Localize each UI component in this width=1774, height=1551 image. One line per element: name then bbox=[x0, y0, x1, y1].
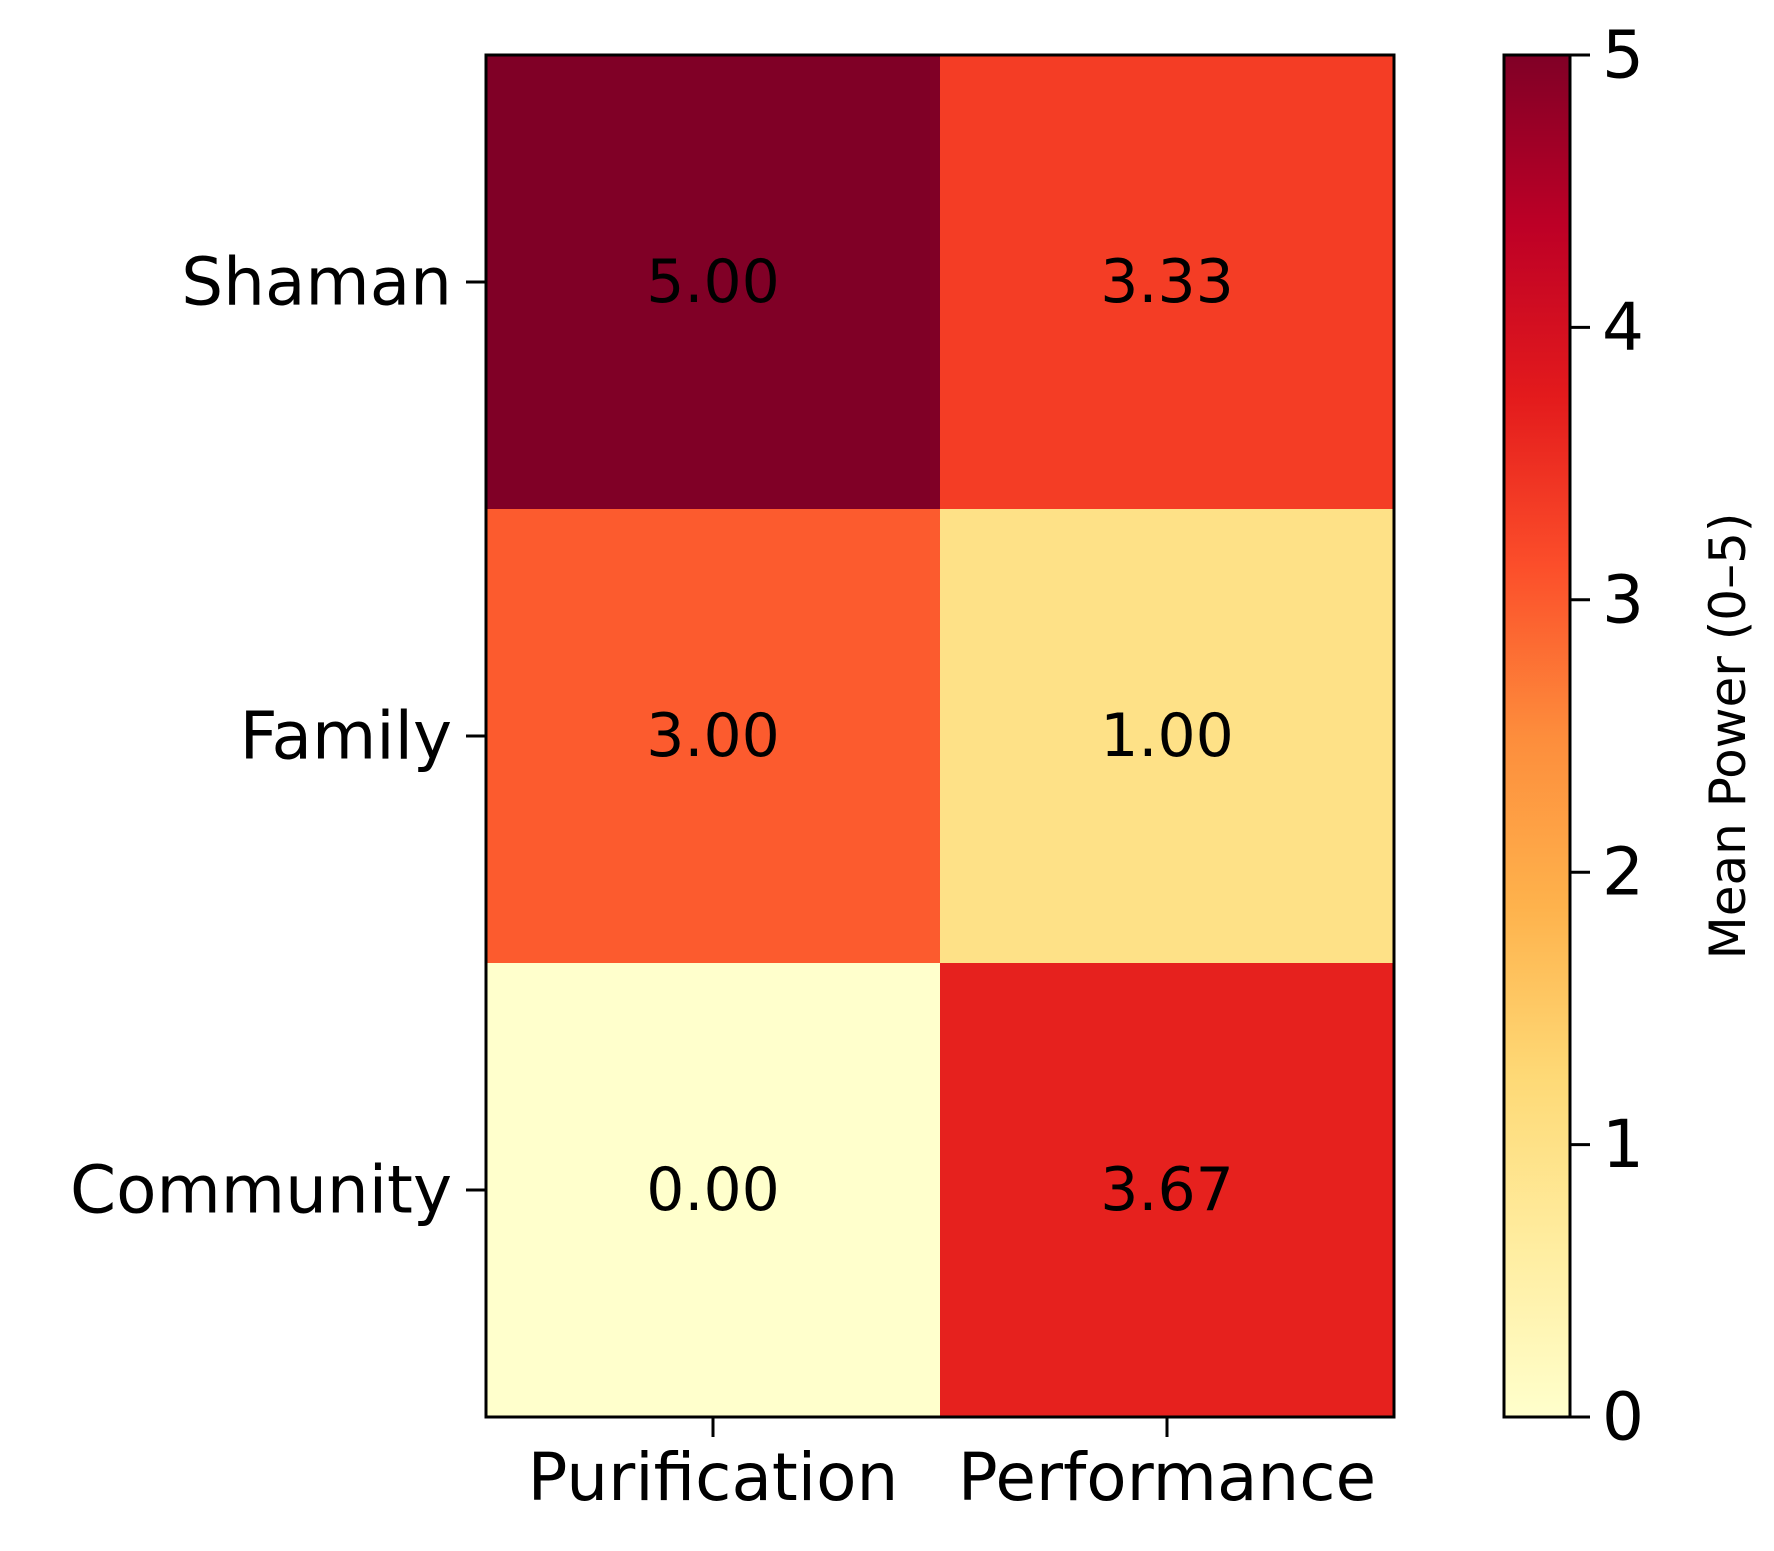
cell-value-label: 1.00 bbox=[1100, 701, 1234, 771]
colorbar-tick-label: 2 bbox=[1602, 834, 1644, 911]
heatmap-cell bbox=[940, 55, 1395, 510]
heatmap-cell bbox=[486, 55, 941, 510]
x-tick-label: Performance bbox=[958, 1439, 1376, 1516]
colorbar-tick-label: 3 bbox=[1602, 561, 1644, 638]
heatmap-cell bbox=[486, 963, 941, 1418]
cell-value-label: 0.00 bbox=[646, 1155, 780, 1225]
cell-value-label: 3.67 bbox=[1100, 1155, 1234, 1225]
colorbar-tick-label: 1 bbox=[1602, 1106, 1644, 1183]
heatmap-axes: Shaman Family Community Purification Perform… bbox=[70, 53, 1396, 1516]
colorbar-tick-label: 0 bbox=[1602, 1379, 1644, 1456]
y-tick-label: Family bbox=[240, 698, 452, 775]
heatmap-cell-labels: 5.00 3.33 3.00 1.00 0.00 3.67 bbox=[646, 247, 1234, 1225]
heatmap-cell bbox=[940, 963, 1395, 1418]
heatmap-cells bbox=[486, 55, 1395, 1418]
colorbar: 0 1 2 3 4 5 Mean Power (0–5) bbox=[1502, 17, 1757, 1456]
heatmap-cell bbox=[486, 509, 941, 964]
cell-value-label: 5.00 bbox=[646, 247, 780, 317]
x-tick-label: Purification bbox=[528, 1439, 899, 1516]
cell-value-label: 3.00 bbox=[646, 701, 780, 771]
heatmap-cell bbox=[940, 509, 1395, 964]
y-tick-label: Community bbox=[70, 1152, 452, 1229]
colorbar-label: Mean Power (0–5) bbox=[1699, 513, 1757, 960]
cell-value-label: 3.33 bbox=[1100, 247, 1234, 317]
colorbar-tick-label: 5 bbox=[1602, 17, 1644, 94]
y-tick-label: Shaman bbox=[181, 244, 452, 321]
colorbar-tick-label: 4 bbox=[1602, 289, 1644, 366]
colorbar-frame bbox=[1502, 53, 1572, 1419]
colorbar-gradient bbox=[1504, 55, 1570, 1417]
